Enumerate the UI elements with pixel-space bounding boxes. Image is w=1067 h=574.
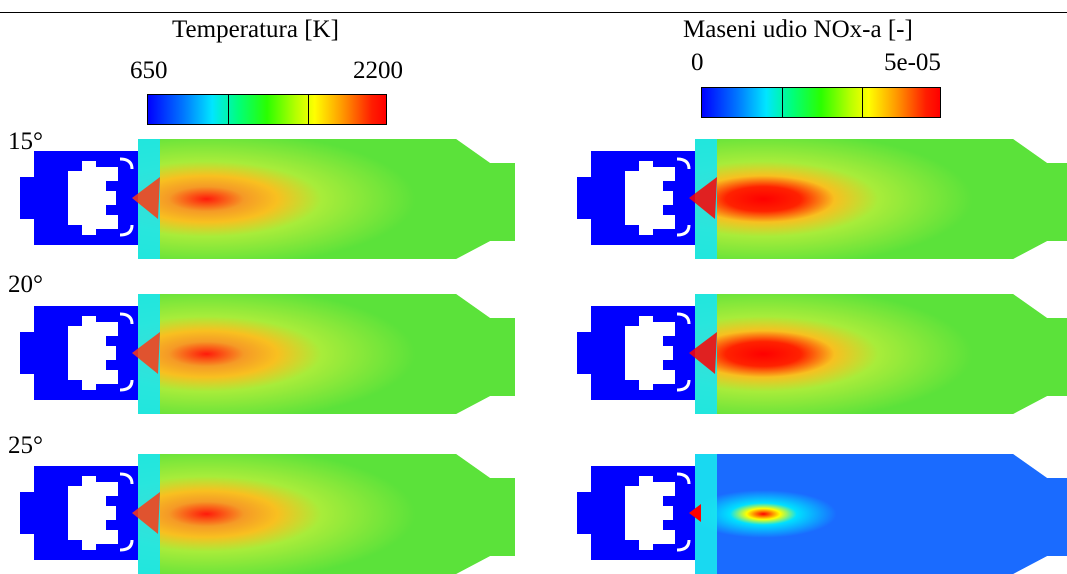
temperature-min-label: 650 <box>130 57 168 84</box>
header-rule <box>0 12 1067 13</box>
nox-field-row-1 <box>577 139 1067 259</box>
temperature-field-row-1 <box>20 139 515 259</box>
temperature-colorbar <box>147 94 387 125</box>
angle-label-row-1: 15° <box>8 128 43 155</box>
nox-legend-title: Maseni udio NOx-a [-] <box>683 16 913 43</box>
temperature-legend-title: Temperatura [K] <box>172 16 339 43</box>
temperature-field-row-3 <box>20 454 515 574</box>
angle-label-row-3: 25° <box>8 432 43 459</box>
temperature-field-row-2 <box>20 294 515 414</box>
nox-field-row-3 <box>577 454 1067 574</box>
nox-field-row-2 <box>577 294 1067 414</box>
angle-label-row-2: 20° <box>8 271 43 298</box>
nox-max-label: 5e-05 <box>884 49 941 76</box>
temperature-max-label: 2200 <box>353 57 403 84</box>
nox-colorbar <box>701 87 941 118</box>
nox-min-label: 0 <box>691 49 704 76</box>
